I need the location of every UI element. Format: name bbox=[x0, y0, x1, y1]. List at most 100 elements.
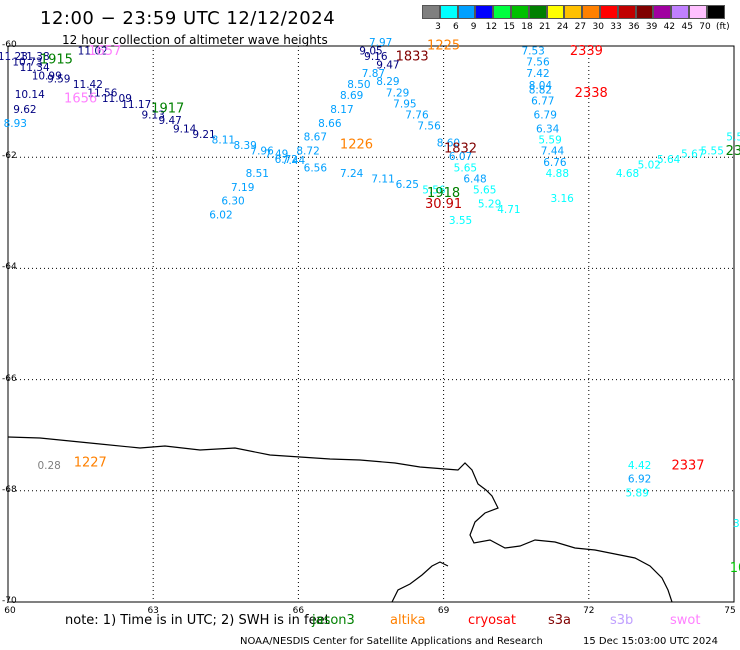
colorbar-swatch bbox=[635, 5, 654, 19]
colorbar-swatch bbox=[546, 5, 565, 19]
pass-time-label: 1225 bbox=[427, 39, 460, 54]
graticule bbox=[8, 46, 734, 602]
credit-line: NOAA/NESDIS Center for Satellite Applica… bbox=[240, 636, 543, 647]
pass-time-label: 30.91 bbox=[425, 197, 462, 212]
colorbar-swatch bbox=[617, 5, 636, 19]
colorbar-tick-label: 12 bbox=[485, 22, 498, 32]
wave-height-value: 5.02 bbox=[638, 160, 661, 172]
wave-height-value: 6.07 bbox=[449, 151, 472, 163]
wave-height-value: 10.73 bbox=[12, 57, 42, 69]
wave-height-value: 9.05 bbox=[359, 46, 382, 58]
wave-height-value: 9.14 bbox=[173, 123, 197, 135]
wave-height-value: 9.47 bbox=[158, 115, 181, 127]
wave-height-value: 8.60 bbox=[437, 137, 460, 149]
colorbar-swatch bbox=[439, 5, 458, 19]
colorbar-tick-label: 3 bbox=[435, 22, 441, 32]
wave-height-value: 9.62 bbox=[13, 104, 36, 116]
wave-height-value: 7.44 bbox=[282, 155, 306, 167]
wave-height-value: 6.72 bbox=[275, 154, 298, 166]
pass-time-label: 1832 bbox=[444, 141, 477, 156]
wave-height-value: 5.59 bbox=[538, 135, 561, 147]
legend-s3a: s3a bbox=[548, 613, 572, 628]
colorbar-swatch bbox=[671, 5, 689, 19]
wave-height-value: 7.56 bbox=[417, 121, 441, 133]
wave-height-value: 7.87 bbox=[362, 68, 385, 80]
colorbar-tick-label: 6 bbox=[452, 22, 459, 32]
wave-height-value: 8.29 bbox=[376, 76, 399, 88]
longitude-label: 60 bbox=[4, 606, 16, 616]
colorbar-swatch bbox=[653, 5, 672, 19]
legend-jason3: jason3 bbox=[312, 613, 355, 628]
wave-height-value: 11.56 bbox=[87, 87, 117, 99]
wave-height-value: 4.42 bbox=[628, 460, 651, 472]
wave-height-value: 6.02 bbox=[209, 210, 232, 222]
map-note: note: 1) Time is in UTC; 2) SWH is in fe… bbox=[65, 613, 330, 628]
wave-height-value: 11.17 bbox=[121, 99, 151, 111]
wave-height-value: 10.99 bbox=[32, 71, 62, 83]
generated-timestamp: 15 Dec 15:03:00 UTC 2024 bbox=[583, 636, 718, 647]
wave-height-value: 4.88 bbox=[546, 168, 569, 180]
wave-height-value: 5.89 bbox=[626, 488, 649, 500]
wave-height-value: 9.59 bbox=[47, 73, 70, 85]
map-title: 12:00 − 23:59 UTC 12/12/2024 bbox=[40, 8, 336, 29]
colorbar-swatch bbox=[582, 5, 600, 19]
legend-swot: swot bbox=[670, 613, 701, 628]
wave-height-value: 4.71 bbox=[497, 204, 520, 216]
wave-height-value: 6.25 bbox=[396, 179, 419, 191]
colorbar-tick-label: 24 bbox=[556, 22, 569, 32]
colorbar-tick-label: 18 bbox=[521, 22, 533, 32]
pass-time-label: 2338 bbox=[575, 86, 608, 101]
wave-height-value: 11.02 bbox=[78, 46, 108, 58]
wave-height-value: 7.96 bbox=[250, 146, 274, 158]
legend-s3b: s3b bbox=[610, 613, 634, 628]
wave-height-value: 6.48 bbox=[463, 173, 486, 185]
wave-height-value: 6.77 bbox=[531, 96, 554, 108]
pass-time-label: 1833 bbox=[396, 50, 429, 65]
colorbar-swatch bbox=[457, 5, 476, 19]
wave-height-value: 7.42 bbox=[526, 68, 549, 80]
wave-height-value: 8.82 bbox=[529, 84, 552, 96]
latitude-label: -62 bbox=[2, 151, 17, 162]
wave-height-value: 3. bbox=[733, 518, 740, 530]
wave-height-value: 7.19 bbox=[231, 182, 254, 194]
wave-height-value: 11.34 bbox=[20, 62, 50, 74]
wave-height-value: 6.79 bbox=[534, 110, 557, 122]
wave-height-value: 6.56 bbox=[304, 162, 328, 174]
wave-height-value: 7.44 bbox=[541, 146, 565, 158]
colorbar-swatch bbox=[688, 5, 707, 19]
pass-time-label: 1917 bbox=[151, 101, 184, 116]
wave-height-value: 5.59 bbox=[726, 132, 740, 144]
wave-height-value: 8.50 bbox=[347, 79, 370, 91]
colorbar-swatch bbox=[564, 5, 583, 19]
colorbar-tick-label: 33 bbox=[610, 22, 622, 32]
pass-time-label: 231 bbox=[726, 144, 740, 159]
wave-height-value: 7.49 bbox=[265, 148, 288, 160]
legend-cryosat: cryosat bbox=[468, 613, 516, 628]
wave-height-value: 5.29 bbox=[478, 198, 501, 210]
wave-height-value: 11.42 bbox=[73, 79, 103, 91]
colorbar-tick-label: 70 bbox=[699, 22, 711, 32]
colorbar-swatch bbox=[706, 5, 725, 19]
colorbar-swatch bbox=[493, 5, 511, 19]
colorbar-tick-label: 9 bbox=[470, 22, 477, 32]
pass-time-label: 1226 bbox=[340, 137, 373, 152]
wave-height-value: 8.93 bbox=[4, 118, 27, 130]
colorbar-swatch bbox=[510, 5, 529, 19]
wave-height-value: 9.47 bbox=[376, 59, 399, 71]
colorbar bbox=[422, 5, 725, 21]
latitude-label: -60 bbox=[2, 40, 17, 50]
pass-time-label: 1227 bbox=[74, 456, 107, 471]
latitude-label: -64 bbox=[2, 262, 17, 273]
wave-height-value: 7.97 bbox=[369, 37, 392, 49]
longitude-label: 69 bbox=[437, 606, 450, 616]
longitude-label: 63 bbox=[147, 606, 159, 616]
map-subtitle: 12 hour collection of altimeter wave hei… bbox=[62, 33, 328, 47]
wave-height-value: 5.65 bbox=[473, 185, 496, 197]
wave-height-value: 7.11 bbox=[371, 173, 394, 185]
colorbar-tick-label: 42 bbox=[663, 22, 676, 32]
colorbar-tick-label: (ft) bbox=[716, 22, 730, 32]
wave-height-value: 5.55 bbox=[701, 146, 724, 158]
wave-height-value: 9.16 bbox=[364, 51, 388, 63]
wave-height-value: 8.39 bbox=[233, 140, 256, 152]
pass-time-label: 1656 bbox=[64, 91, 97, 106]
